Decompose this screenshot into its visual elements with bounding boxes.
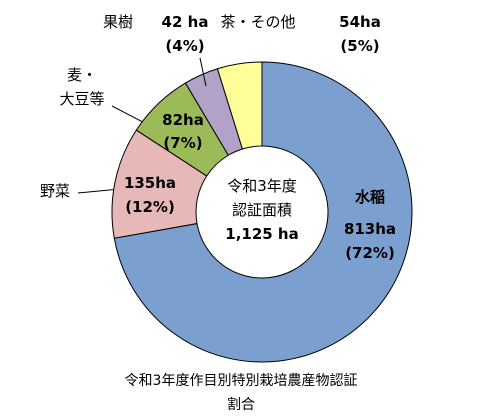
value-label: 82ha: [162, 111, 204, 129]
category-label: 野菜: [39, 182, 71, 200]
value-label: 813ha: [343, 220, 397, 238]
pie-slice: [113, 61, 413, 363]
pie-slice: [216, 61, 263, 150]
percent-label: (5%): [340, 37, 380, 55]
center-label: 認証面積: [231, 201, 293, 219]
value-label: 42 ha: [161, 13, 209, 31]
category-label: 果樹: [102, 13, 134, 31]
percent-label: (7%): [163, 134, 203, 152]
category-label: 茶・その他: [220, 13, 296, 31]
value-label: 54ha: [339, 13, 381, 31]
category-label: 麦・ 大豆等: [59, 66, 105, 108]
chart-title: 令和3年度作目別特別栽培農産物認証割合: [124, 373, 358, 413]
leader-line: [77, 188, 121, 194]
percent-label: (12%): [125, 198, 175, 216]
percent-label: (4%): [165, 37, 205, 55]
category-label: 水稲: [354, 188, 386, 206]
leader-line: [199, 57, 207, 87]
center-label: 令和3年度: [227, 177, 297, 195]
center-label: 1,125 ha: [225, 225, 299, 243]
percent-label: (72%): [345, 244, 395, 262]
value-label: 135ha: [123, 174, 177, 192]
